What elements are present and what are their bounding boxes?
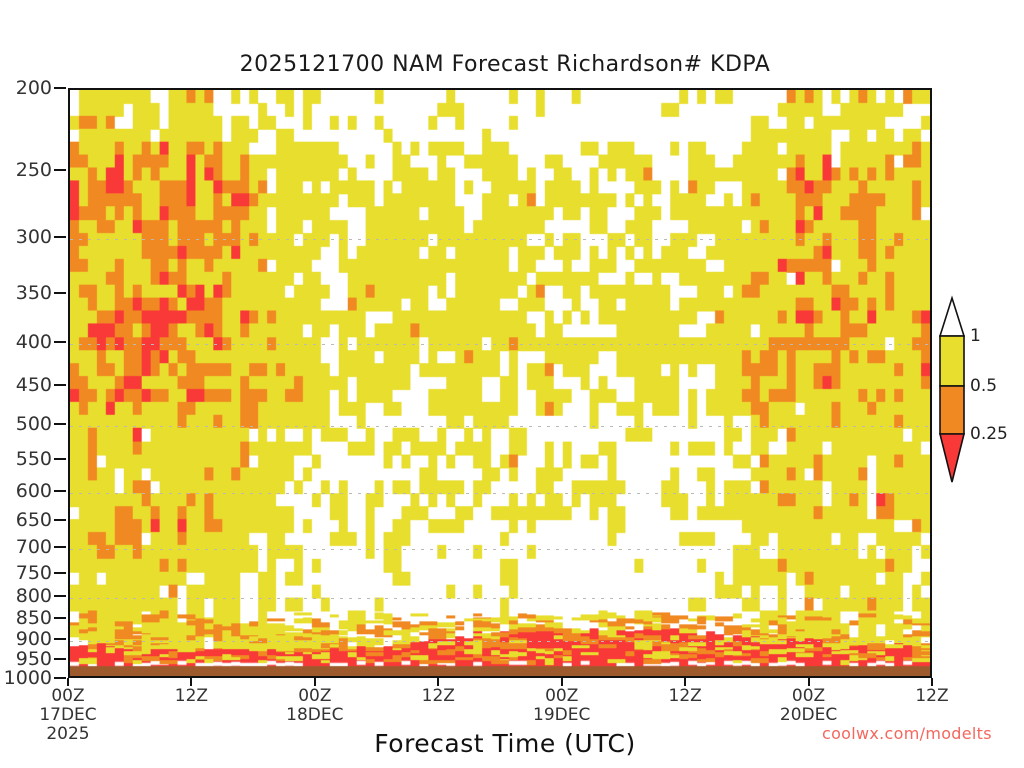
- y-tick-mark: [54, 489, 66, 492]
- x-tick-label: 00Z 20DEC: [780, 687, 837, 725]
- x-tick-mark: [807, 678, 810, 686]
- y-tick-mark: [54, 617, 66, 620]
- x-tick-label: 12Z: [175, 687, 208, 706]
- y-tick-label: 400: [15, 331, 52, 354]
- x-tick-label-line: 00Z: [51, 686, 85, 706]
- x-tick-label-line: 00Z: [545, 686, 579, 706]
- x-tick-label-line: 20DEC: [779, 705, 838, 725]
- x-tick-label: 12Z: [669, 687, 702, 706]
- y-tick-label: 750: [15, 561, 52, 584]
- y-tick-label: 450: [15, 374, 52, 397]
- y-tick-mark: [54, 677, 66, 679]
- x-tick-label: 12Z: [422, 687, 455, 706]
- y-tick-label: 350: [15, 282, 52, 305]
- y-tick-mark: [54, 546, 66, 549]
- richardson-heatmap: [70, 90, 930, 676]
- x-axis-title: Forecast Time (UTC): [374, 729, 636, 758]
- colorbar-tick-label: 0.5: [970, 376, 998, 396]
- y-tick-mark: [54, 595, 66, 598]
- x-tick-label-line: 00Z: [298, 686, 332, 706]
- y-tick-mark: [54, 168, 66, 171]
- x-tick-mark: [684, 678, 687, 686]
- colorbar-tick-label: 1: [970, 326, 981, 346]
- y-tick-label: 250: [15, 158, 52, 181]
- x-tick-mark: [190, 678, 193, 686]
- x-tick-label-line: 00Z: [791, 686, 826, 706]
- x-tick-mark: [560, 678, 563, 686]
- x-tick-label-line: 17DEC: [39, 705, 97, 725]
- y-tick-label: 200: [15, 77, 52, 99]
- y-tick-mark: [54, 638, 66, 641]
- colorbar-tick-label: 0.25: [970, 424, 1008, 444]
- x-tick-label-line: 12Z: [174, 686, 209, 706]
- x-tick-label-line: 12Z: [668, 686, 702, 706]
- y-tick-label: 950: [15, 648, 52, 671]
- x-tick-label-line: 12Z: [421, 686, 455, 706]
- y-tick-mark: [54, 341, 66, 344]
- x-tick-label: 00Z 18DEC: [286, 687, 343, 725]
- x-tick-label: 12Z: [915, 687, 948, 706]
- y-tick-mark: [54, 422, 66, 425]
- watermark: coolwx.com/modelts: [822, 724, 992, 743]
- y-axis: 200 250 300 350 400 450 500 550 600 650 700 750 800 8…: [0, 77, 66, 689]
- y-tick-mark: [54, 235, 66, 238]
- x-tick-mark: [931, 678, 933, 686]
- x-tick-label-line: 12Z: [915, 686, 949, 706]
- x-tick-label-line: 19DEC: [533, 705, 591, 725]
- y-tick-mark: [54, 457, 66, 460]
- y-tick-label: 550: [15, 447, 52, 470]
- y-tick-label: 800: [15, 585, 52, 608]
- y-tick-label: 300: [15, 225, 52, 248]
- x-tick-label-line: 18DEC: [286, 705, 344, 725]
- y-tick-mark: [54, 658, 66, 661]
- y-tick-mark: [54, 87, 66, 89]
- chart-title: 2025121700 NAM Forecast Richardson# KDPA: [239, 52, 771, 77]
- y-tick-label: 850: [15, 607, 52, 630]
- plot-area: [68, 88, 932, 678]
- x-tick-label: 00Z 17DEC 2025: [39, 687, 96, 744]
- x-tick-label-line: 2025: [46, 724, 90, 744]
- y-tick-label: 500: [15, 412, 52, 435]
- y-tick-label: 700: [15, 536, 52, 559]
- colorbar-legend: 1 0.5 0.25: [938, 294, 1024, 486]
- x-tick-mark: [67, 678, 69, 686]
- y-tick-label: 650: [15, 509, 52, 532]
- x-axis: 00Z 17DEC 2025 12Z 00Z 18DEC 12Z 00Z 19DEC 12Z 00Z…: [0, 678, 1024, 748]
- y-tick-label: 900: [15, 628, 52, 651]
- y-tick-mark: [54, 519, 66, 522]
- colorbar-swatches: [938, 295, 966, 483]
- y-tick-mark: [54, 384, 66, 387]
- x-tick-mark: [313, 678, 316, 686]
- y-tick-label: 1000: [3, 667, 52, 689]
- y-tick-label: 600: [15, 479, 52, 502]
- x-tick-label: 00Z 19DEC: [533, 687, 590, 725]
- x-tick-mark: [437, 678, 440, 686]
- y-tick-mark: [54, 292, 66, 295]
- y-tick-mark: [54, 571, 66, 574]
